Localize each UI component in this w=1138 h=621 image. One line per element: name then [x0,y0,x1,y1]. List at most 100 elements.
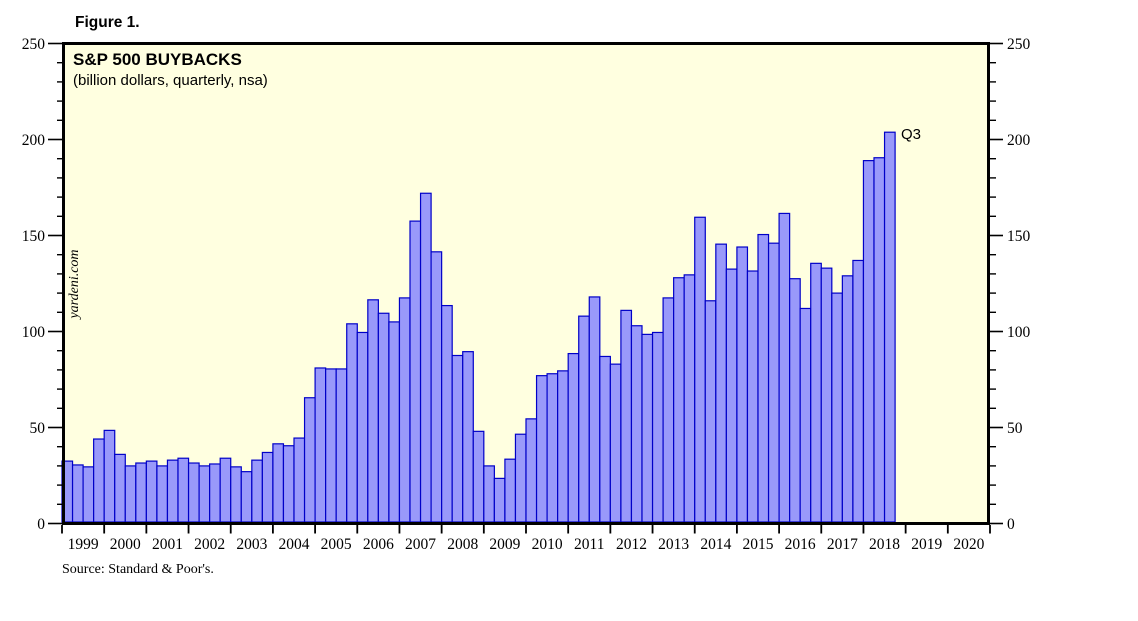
bar-2012-q1 [609,363,622,523]
bar-2009-q2 [493,477,506,523]
bar-2003-q4 [261,451,274,523]
bar-2000-q3 [124,465,137,523]
bar-2003-q3 [251,459,263,523]
bar-2010-q4 [557,370,569,523]
y-axis-right: 0 50 100 150 200 250 [990,36,1031,533]
bar-2009-q3 [504,458,517,523]
bar-2001-q4 [177,457,190,523]
bar-2012-q3 [630,325,643,523]
bar-2005-q1 [314,367,327,523]
bar-2002-q1 [187,462,200,523]
bar-2001-q1 [145,460,158,523]
y-tick-right-50: 50 [1007,420,1023,437]
bar-2014-q2 [704,300,717,523]
x-tick-2015: 2015 [743,536,774,553]
bar-2003-q2 [240,471,253,523]
bar-2016-q1 [778,212,791,523]
bar-2017-q3 [841,275,854,523]
bar-2006-q3 [377,312,390,523]
y-tick-left-200: 200 [22,132,46,149]
bar-2001-q2 [156,465,169,523]
bar-2015-q4 [767,242,780,523]
y-tick-right-100: 100 [1007,324,1031,341]
bar-2013-q4 [683,274,696,523]
bar-2006-q1 [356,331,369,523]
bar-2008-q3 [462,351,474,523]
x-axis-years: 1999 2000 2001 2002 2003 2004 2005 2006 2007 2008… [61,525,991,553]
bar-2010-q2 [535,375,548,523]
y-tick-left-0: 0 [37,516,45,533]
watermark-yardeni: yardeni.com [67,249,82,320]
bar-2002-q3 [209,463,221,523]
x-tick-2010: 2010 [532,536,563,553]
x-tick-2017: 2017 [827,536,858,553]
bar-2007-q1 [398,297,411,523]
x-tick-2018: 2018 [869,536,900,553]
bar-2005-q2 [325,368,337,523]
bar-2007-q4 [430,251,443,523]
x-tick-2006: 2006 [363,536,394,553]
bar-2013-q3 [673,277,685,523]
x-tick-2013: 2013 [658,536,689,553]
bar-2015-q1 [736,246,749,523]
bar-2017-q2 [831,292,843,523]
bar-2011-q1 [567,352,580,523]
bar-2007-q3 [419,192,432,523]
bar-2012-q2 [620,309,633,523]
bar-2003-q1 [230,466,242,523]
bar-2001-q3 [166,459,179,523]
y-axis-left: 0 50 100 150 200 250 [22,36,62,533]
x-tick-1999: 1999 [68,536,99,553]
bar-2004-q1 [272,443,285,523]
bar-2004-q4 [303,397,316,523]
bar-2016-q3 [799,307,812,523]
x-tick-2004: 2004 [279,536,310,553]
x-tick-2012: 2012 [616,536,647,553]
bar-2010-q3 [546,373,559,523]
bar-1999-q2 [71,464,84,523]
y-tick-right-150: 150 [1007,228,1031,245]
bar-2008-q4 [472,430,485,523]
bar-2011-q2 [578,315,590,523]
x-tick-2009: 2009 [489,536,520,553]
bar-2002-q2 [198,465,211,523]
bar-2007-q2 [409,220,422,523]
bar-2010-q1 [525,418,538,523]
y-tick-left-150: 150 [22,228,46,245]
x-tick-2019: 2019 [911,536,942,553]
bar-1999-q4 [93,438,105,523]
y-tick-right-200: 200 [1007,132,1031,149]
plot-frame [62,42,990,525]
bar-2005-q4 [346,323,358,523]
bar-2006-q2 [367,299,379,523]
bar-2017-q4 [852,259,865,523]
bar-series [61,131,896,523]
bar-2009-q4 [514,433,527,523]
bar-2018-q2 [873,157,886,523]
bar-2000-q1 [103,429,116,523]
bar-2000-q2 [114,453,126,523]
bar-2004-q3 [293,437,306,523]
x-tick-2008: 2008 [447,536,478,553]
x-tick-2020: 2020 [953,536,984,553]
bar-2012-q4 [641,333,654,523]
bar-2006-q4 [388,321,401,523]
bar-2017-q1 [820,267,833,523]
bar-2002-q4 [219,457,232,523]
y-tick-left-250: 250 [22,36,46,53]
last-quarter-annotation: Q3 [901,126,921,143]
bar-2014-q3 [715,243,727,523]
y-tick-right-250: 250 [1007,36,1031,53]
bar-2016-q4 [810,262,822,523]
bar-2005-q3 [335,368,348,523]
bar-2015-q3 [757,233,770,523]
x-tick-2007: 2007 [405,536,436,553]
figure-label: Figure 1. [75,14,140,31]
x-tick-2016: 2016 [785,536,816,553]
bar-2008-q1 [441,304,453,523]
bar-2000-q4 [135,462,147,523]
bar-1999-q3 [82,466,95,523]
chart-subtitle: (billion dollars, quarterly, nsa) [73,72,268,89]
bar-2011-q3 [588,296,601,523]
